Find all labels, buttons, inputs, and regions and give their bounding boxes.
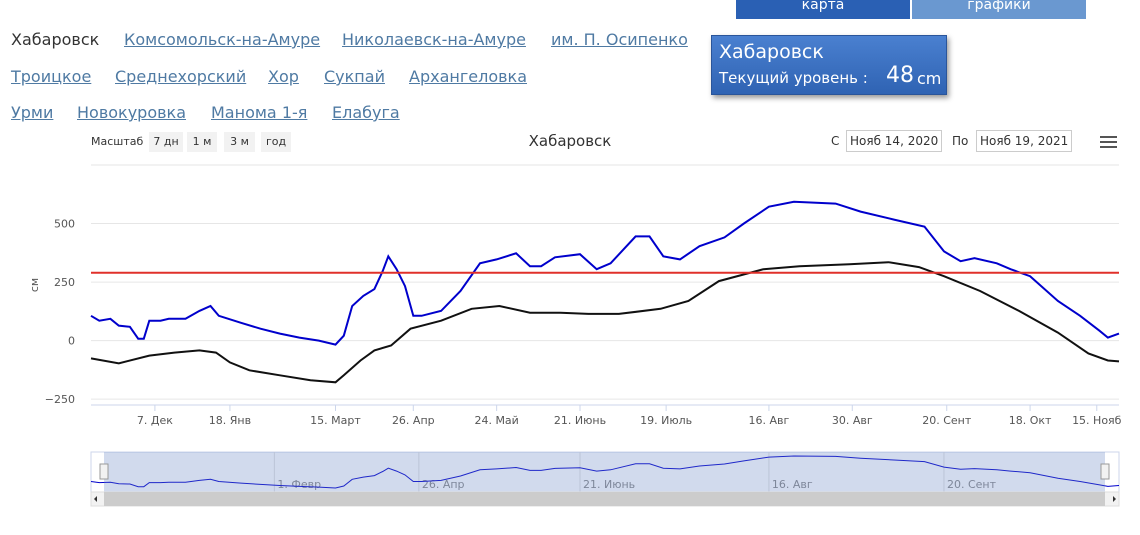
tab[interactable]: карта	[736, 0, 910, 19]
range-button[interactable]: 3 м	[224, 132, 255, 152]
x-tick-label: 24. Май	[474, 414, 518, 427]
station-link[interactable]: Архангеловка	[409, 67, 527, 86]
menu-bar	[1100, 136, 1117, 138]
series-line	[90, 261, 1120, 384]
station-link[interactable]: Новокуровка	[77, 103, 187, 122]
x-tick-label: 7. Дек	[137, 414, 173, 427]
range-button[interactable]: 7 дн	[149, 132, 183, 152]
navigator-label: 21. Июнь	[583, 478, 635, 491]
info-box: Хабаровск Текущий уровень : 48 cm	[711, 35, 947, 95]
info-station: Хабаровск	[719, 41, 824, 63]
range-button[interactable]: год	[261, 132, 291, 152]
to-label: По	[952, 134, 969, 148]
range-button[interactable]: 1 м	[187, 132, 217, 152]
y-axis-label: см	[28, 278, 41, 292]
station-link[interactable]: Троицкое	[11, 67, 92, 86]
x-tick-label: 20. Сент	[922, 414, 972, 427]
to-input[interactable]: Нояб 19, 2021	[976, 130, 1073, 152]
y-tick-label: 0	[68, 335, 75, 348]
navigator-handle[interactable]	[1100, 463, 1110, 480]
x-tick-label: 18. Янв	[209, 414, 251, 427]
station-link[interactable]: им. П. Осипенко	[551, 30, 688, 49]
navigator-line	[90, 455, 1120, 489]
menu-bar	[1100, 146, 1117, 148]
navigator-bg	[90, 451, 1120, 493]
y-tick-label: 250	[54, 276, 75, 289]
navigator-handle[interactable]	[99, 463, 109, 480]
info-label: Текущий уровень :	[719, 69, 868, 87]
from-input[interactable]: Нояб 14, 2020	[846, 130, 943, 152]
series-line	[90, 200, 1120, 346]
info-value: 48	[886, 63, 914, 88]
station-link[interactable]: Урми	[11, 103, 54, 122]
station-link[interactable]: Николаевск-на-Амуре	[342, 30, 526, 49]
scrollbar-thumb[interactable]	[104, 492, 1105, 506]
station-link[interactable]: Комсомольск-на-Амуре	[124, 30, 321, 49]
navigator-label: 20. Сент	[947, 478, 997, 491]
menu-bar	[1100, 141, 1117, 143]
tab[interactable]: графики	[912, 0, 1086, 19]
station-link[interactable]: Сукпай	[324, 67, 385, 86]
chart-title: Хабаровск	[529, 132, 612, 150]
menu-icon[interactable]	[1100, 136, 1117, 148]
scroll-right[interactable]	[1113, 496, 1116, 502]
navigator-label: 16. Авг	[772, 478, 813, 491]
x-tick-label: 16. Авг	[749, 414, 790, 427]
station-link[interactable]: Елабуга	[332, 103, 400, 122]
y-tick-label: 500	[54, 218, 75, 231]
info-unit: cm	[917, 69, 942, 88]
x-tick-label: 26. Апр	[392, 414, 435, 427]
x-tick-label: 19. Июль	[640, 414, 692, 427]
station-link[interactable]: Хабаровск	[11, 30, 100, 49]
range-label: Масштаб	[91, 135, 144, 148]
y-tick-label: −250	[45, 393, 75, 406]
from-label: С	[831, 134, 840, 148]
scroll-left[interactable]	[94, 496, 97, 502]
station-link[interactable]: Хор	[268, 67, 299, 86]
x-tick-label: 15. Нояб	[1072, 414, 1122, 427]
navigator-mask	[104, 452, 1105, 492]
station-link[interactable]: Манома 1-я	[211, 103, 308, 122]
navigator-label: 1. Февр	[277, 478, 321, 491]
x-tick-label: 15. Март	[310, 414, 361, 427]
station-link[interactable]: Среднехорский	[115, 67, 247, 86]
x-tick-label: 30. Авг	[832, 414, 873, 427]
x-tick-label: 21. Июнь	[554, 414, 606, 427]
x-tick-label: 18. Окт	[1009, 414, 1052, 427]
